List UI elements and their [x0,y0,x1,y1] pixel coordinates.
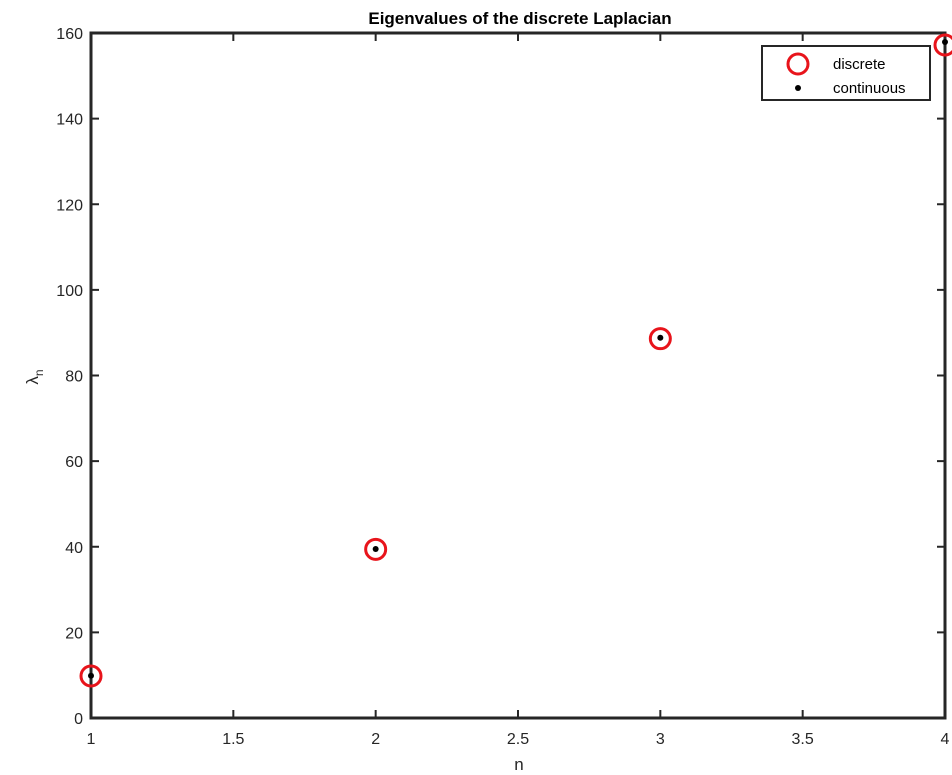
x-tick-label: 3 [656,731,665,748]
x-tick-label: 2 [371,731,380,748]
legend-discrete-label: discrete [833,56,886,73]
discrete-point [648,327,672,351]
x-tick-label: 4 [941,731,950,748]
data-points [79,33,952,688]
legend-continuous-label: continuous [833,80,906,97]
plot-axes: 1 1.5 2 2.5 3 3.5 4 0 20 40 60 80 100 120 140 160 [56,26,952,748]
x-tick-label: 2.5 [507,731,529,748]
svg-text:λn: λn [23,369,46,384]
legend-discrete-marker [786,52,810,76]
x-tick-label: 3.5 [792,731,814,748]
y-tick-label: 40 [65,540,83,557]
continuous-point [657,334,664,341]
y-tick-label: 20 [65,625,83,642]
y-axis-label: λn [23,369,46,384]
legend: discrete continuous [761,45,931,101]
discrete-point [933,33,952,57]
x-axis-ticks: 1 1.5 2 2.5 3 3.5 4 [87,33,950,748]
y-tick-label: 60 [65,454,83,471]
y-axis-ticks: 0 20 40 60 80 100 120 140 160 [56,26,945,728]
legend-continuous-marker [795,85,801,91]
y-tick-label: 120 [56,197,83,214]
discrete-point [79,664,103,688]
y-axis-label-subscript: n [32,369,46,376]
legend-box [761,45,931,101]
y-tick-label: 80 [65,369,83,386]
y-tick-label: 140 [56,112,83,129]
continuous-point [88,672,94,679]
y-tick-label: 100 [56,283,83,300]
x-axis-label: n [514,755,523,774]
x-tick-label: 1.5 [222,731,244,748]
x-tick-label: 1 [87,731,96,748]
continuous-point [942,38,948,45]
y-tick-label: 160 [56,26,83,43]
y-axis-label-symbol: λ [23,376,42,385]
continuous-point [372,545,379,552]
discrete-point [364,537,388,561]
chart-title: Eigenvalues of the discrete Laplacian [368,9,671,28]
y-tick-label: 0 [74,711,83,728]
